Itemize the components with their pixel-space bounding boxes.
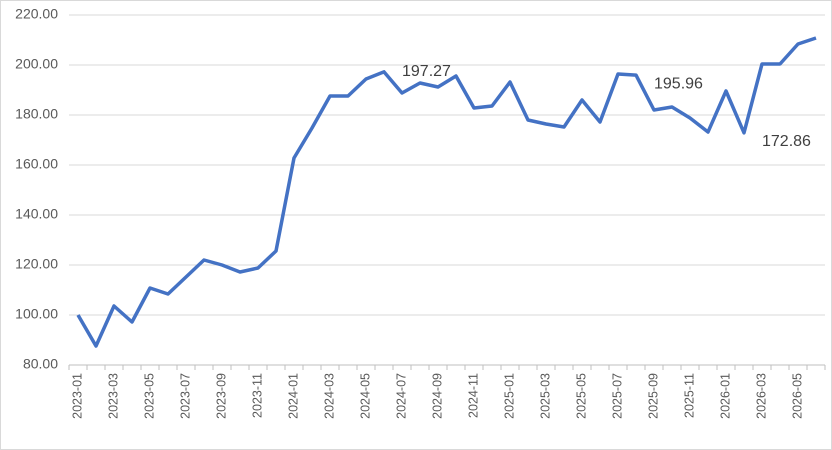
line xyxy=(76,36,817,348)
y-tick-label: 140.00 xyxy=(15,206,58,222)
x-tick-label: 2024-01 xyxy=(286,373,300,419)
y-tick-label: 120.00 xyxy=(15,256,58,272)
x-tick-label: 2024-05 xyxy=(358,373,372,419)
x-tick-label: 2024-11 xyxy=(466,373,480,418)
x-tick-label: 2023-05 xyxy=(142,373,156,419)
y-tick-label: 80.00 xyxy=(23,356,58,372)
y-tick-label: 180.00 xyxy=(15,106,58,122)
x-tick-label: 2025-01 xyxy=(502,373,516,419)
x-tick-label: 2025-11 xyxy=(682,373,696,418)
x-tick-label: 2025-03 xyxy=(538,373,552,419)
data-label: 172.86 xyxy=(762,133,811,150)
x-tick-label: 2024-03 xyxy=(322,373,336,419)
y-tick-label: 220.00 xyxy=(15,6,58,22)
x-tick-label: 2026-01 xyxy=(718,373,732,419)
data-label: 195.96 xyxy=(654,75,703,92)
x-tick-label: 2023-09 xyxy=(214,373,228,419)
y-tick-label: 100.00 xyxy=(15,306,58,322)
x-tick-label: 2025-05 xyxy=(574,373,588,419)
x-tick-label: 2023-11 xyxy=(250,373,264,418)
x-tick-label: 2023-07 xyxy=(178,373,192,419)
x-tick-label: 2026-03 xyxy=(754,373,768,419)
y-tick-label: 200.00 xyxy=(15,56,58,72)
x-tick-label: 2024-07 xyxy=(394,373,408,419)
x-tick-label: 2024-09 xyxy=(430,373,444,419)
x-tick-label: 2026-05 xyxy=(790,373,804,419)
x-tick-label: 2025-07 xyxy=(610,373,624,419)
x-tick-label: 2025-09 xyxy=(646,373,660,419)
x-tick-label: 2023-01 xyxy=(70,373,84,419)
x-tick-label: 2023-03 xyxy=(106,373,120,419)
data-label: 197.27 xyxy=(402,63,451,80)
y-tick-label: 160.00 xyxy=(15,156,58,172)
